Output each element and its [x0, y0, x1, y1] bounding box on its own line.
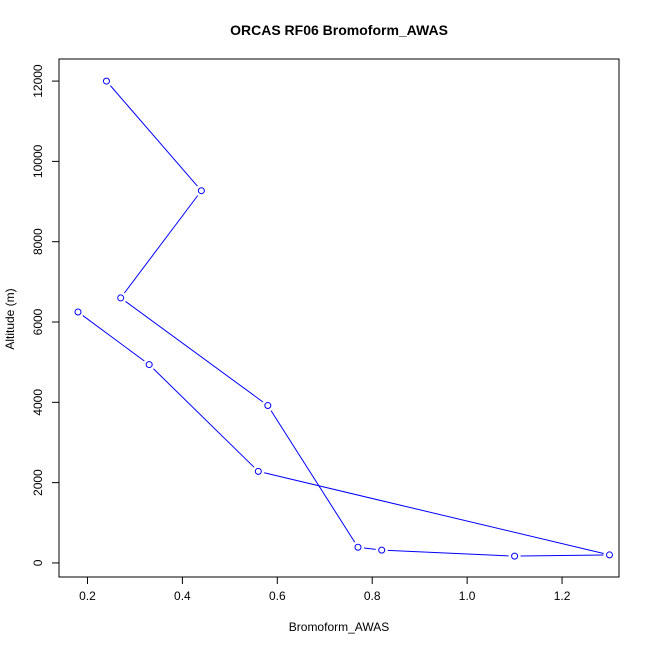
series-line-segment [264, 472, 604, 555]
data-point [354, 543, 362, 551]
chart-title: ORCAS RF06 Bromoform_AWAS [230, 22, 448, 38]
x-axis: 0.2 0.4 0.6 0.8 1.0 1.2 [79, 576, 571, 603]
y-axis: 0 2000 4000 6000 8000 10000 12000 [31, 64, 60, 566]
data-point [145, 361, 153, 369]
y-tick-label: 8000 [31, 228, 45, 255]
series-line-segment [270, 410, 356, 543]
data-point [102, 77, 110, 85]
series-line-segment [125, 301, 264, 403]
series-line-segment [520, 554, 604, 557]
series-line-segment [110, 85, 198, 187]
x-tick-label: 0.2 [79, 589, 96, 603]
data-point [606, 551, 614, 559]
x-tick-label: 1.0 [459, 589, 476, 603]
y-tick-label: 10000 [31, 144, 45, 178]
y-tick-label: 0 [31, 559, 45, 566]
y-tick-label: 12000 [31, 64, 45, 98]
series-line-segment [363, 547, 376, 550]
x-tick-label: 0.4 [174, 589, 191, 603]
y-tick-label: 2000 [31, 469, 45, 496]
plot-area-frame [58, 58, 620, 578]
data-point [264, 402, 272, 410]
data-point [511, 552, 519, 560]
data-point [378, 546, 386, 554]
x-axis-label: Bromoform_AWAS [289, 620, 389, 634]
x-tick-label: 0.6 [269, 589, 286, 603]
y-tick-label: 6000 [31, 308, 45, 335]
series-line-segment [82, 315, 145, 362]
series-line-segment [153, 368, 255, 468]
x-tick-label: 0.8 [364, 589, 381, 603]
data-point [254, 467, 262, 475]
data-point [74, 308, 82, 316]
series-layer [74, 77, 614, 560]
y-axis-label: Altitude (m) [3, 288, 17, 349]
series-line-segment [387, 549, 509, 557]
data-point [117, 294, 125, 302]
series-line-segment [123, 195, 199, 294]
x-tick-label: 1.2 [554, 589, 571, 603]
y-tick-label: 4000 [31, 389, 45, 416]
data-point [197, 187, 205, 195]
